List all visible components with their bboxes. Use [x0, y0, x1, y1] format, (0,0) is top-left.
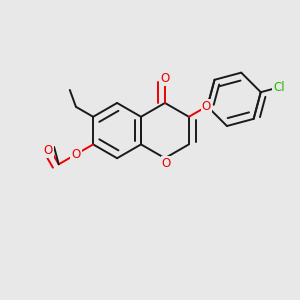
Text: O: O [201, 100, 211, 113]
Text: O: O [71, 148, 81, 161]
Text: O: O [161, 157, 171, 170]
Text: O: O [44, 144, 53, 157]
Text: O: O [160, 72, 170, 85]
Text: Cl: Cl [273, 81, 285, 94]
